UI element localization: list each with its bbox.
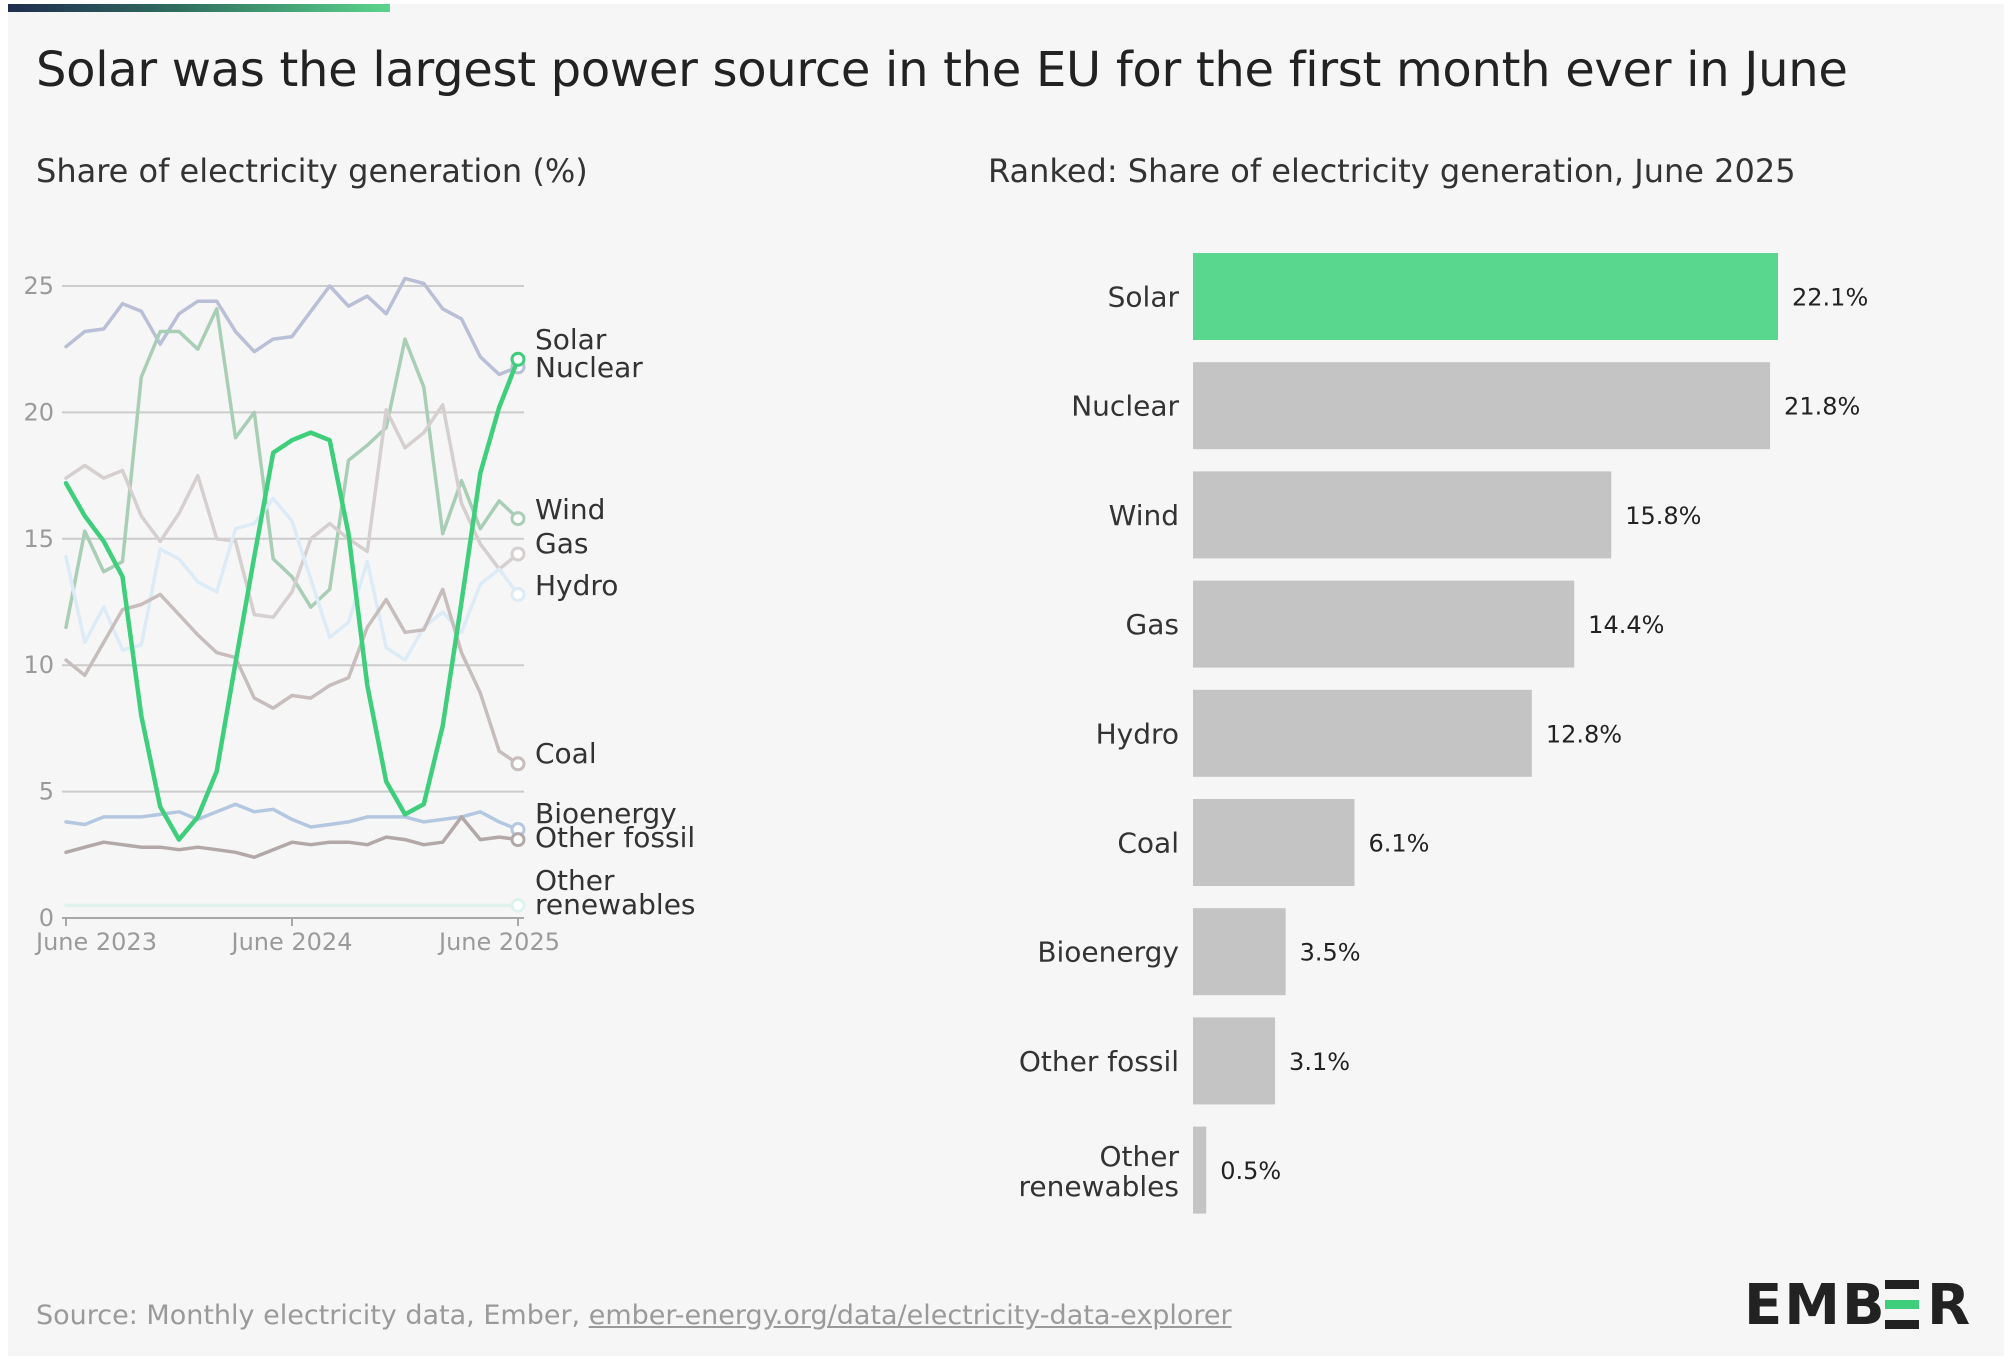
page-title: Solar was the largest power source in th…	[36, 42, 1848, 98]
series-line-hydro	[64, 496, 520, 662]
series-end-point-other_renewables	[510, 897, 526, 913]
bar-solar	[1193, 253, 1778, 340]
bar-value-label: 6.1%	[1368, 830, 1429, 858]
series-end-point-hydro	[510, 586, 526, 602]
chart-card: Solar was the largest power source in th…	[8, 4, 2004, 1356]
y-tick-label: 10	[23, 651, 54, 679]
series-line-coal	[64, 587, 520, 766]
line-chart: 0 5 10 15 20 25 June 2023 June 2024 June 2025 Sol…	[23, 272, 696, 956]
bar-bioenergy	[1193, 908, 1286, 996]
bar-category-label: Hydro	[1096, 717, 1179, 750]
source-note: Source: Monthly electricity data, Ember,…	[36, 1300, 1232, 1331]
end-label-wind: Wind	[535, 493, 605, 526]
bar-other-fossil	[1193, 1017, 1276, 1105]
bar-nuclear	[1193, 362, 1771, 450]
end-label-bioenergy: Bioenergy	[535, 797, 677, 830]
bar-category-label: Bioenergy	[1037, 936, 1179, 969]
y-tick-label: 20	[23, 398, 54, 426]
series-end-point-coal	[510, 756, 526, 772]
end-label-gas: Gas	[535, 527, 588, 560]
bar-category-label: Wind	[1109, 499, 1179, 532]
bar-hydro	[1193, 689, 1532, 777]
bar-category-label: Coal	[1117, 827, 1179, 860]
bar-gas	[1193, 580, 1575, 668]
y-tick-label: 25	[23, 272, 54, 300]
bar-value-label: 3.1%	[1289, 1048, 1350, 1076]
bar-other-renewables	[1193, 1126, 1207, 1214]
bar-chart: Solar 22.1% Nuclear 21.8% Wind 15.8% Gas 14.4% H…	[1018, 253, 1868, 1214]
series-end-point-solar	[510, 351, 526, 367]
x-tick-label: June 2023	[34, 928, 157, 956]
logo-text: EMBER	[1744, 1274, 1972, 1334]
end-label-solar: Solar	[535, 323, 607, 356]
bar-category-label: Solar	[1108, 281, 1180, 314]
source-link[interactable]: ember-energy.org/data/electricity-data-e…	[588, 1300, 1232, 1331]
bar-value-label: 0.5%	[1220, 1157, 1281, 1185]
y-tick-label: 5	[39, 778, 54, 806]
series-line-solar	[63, 357, 521, 842]
bar-wind	[1193, 471, 1612, 559]
bar-value-label: 15.8%	[1625, 502, 1701, 530]
ember-logo-icon: EMBER	[1744, 1274, 1972, 1334]
series-line-wind	[64, 307, 520, 630]
bar-coal	[1193, 799, 1355, 886]
bar-category-label: Nuclear	[1071, 390, 1179, 423]
bar-category-label: Other renewables	[1018, 1140, 1179, 1203]
logo-e-mark	[1885, 1280, 1919, 1329]
end-label-hydro: Hydro	[535, 569, 618, 602]
x-tick-label: June 2024	[230, 928, 353, 956]
bar-value-label: 22.1%	[1792, 284, 1868, 312]
bar-value-label: 14.4%	[1588, 611, 1664, 639]
series-line-bioenergy	[64, 802, 520, 832]
series-end-point-gas	[510, 546, 526, 562]
line-chart-title: Share of electricity generation (%)	[36, 152, 588, 190]
y-tick-label: 15	[23, 525, 54, 553]
series-line-other_fossil	[64, 815, 520, 860]
bar-category-label: Gas	[1126, 608, 1179, 641]
bar-chart-title: Ranked: Share of electricity generation,…	[988, 152, 1796, 190]
bar-value-label: 12.8%	[1546, 720, 1622, 748]
bar-value-label: 3.5%	[1300, 939, 1361, 967]
end-label-other_renewables: Other renewables	[535, 864, 696, 921]
bar-category-label: Other fossil	[1019, 1045, 1179, 1078]
series-end-point-other_fossil	[510, 832, 526, 848]
bar-value-label: 21.8%	[1784, 393, 1860, 421]
end-label-nuclear: Nuclear	[535, 351, 643, 384]
end-label-other_fossil: Other fossil	[535, 821, 695, 854]
source-text: Source: Monthly electricity data, Ember,	[36, 1300, 581, 1331]
series-line-gas	[64, 403, 520, 619]
end-label-coal: Coal	[535, 737, 597, 770]
x-tick-label: June 2025	[437, 928, 560, 956]
series-end-point-wind	[510, 511, 526, 527]
top-accent-bar	[8, 4, 390, 12]
y-tick-label: 0	[39, 904, 54, 932]
series-line-nuclear	[64, 276, 520, 377]
